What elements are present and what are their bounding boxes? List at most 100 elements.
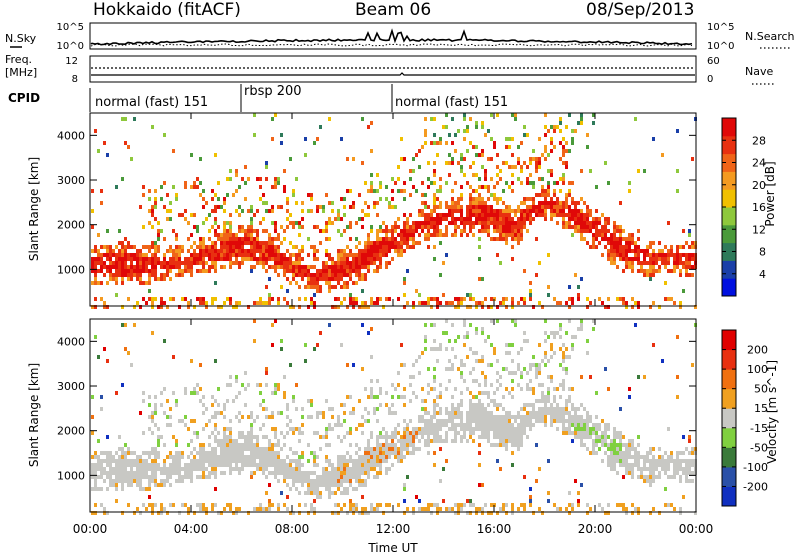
power-echo-cell [424, 217, 427, 221]
power-echo-cell [205, 305, 208, 309]
velocity-echo-cell [451, 347, 454, 351]
velocity-echo-cell [565, 347, 568, 351]
power-echo-cell [100, 265, 103, 269]
velocity-echo-cell [346, 471, 349, 475]
velocity-echo-cell [118, 479, 121, 483]
velocity-echo-cell [532, 511, 535, 515]
velocity-echo-cell [409, 443, 412, 447]
velocity-echo-cell [178, 511, 181, 515]
power-echo-cell [457, 305, 460, 309]
power-echo-cell [586, 305, 589, 309]
power-echo-cell [496, 165, 499, 169]
power-echo-cell [313, 225, 316, 229]
velocity-echo-cell [139, 479, 142, 483]
power-echo-cell [649, 257, 652, 261]
velocity-echo-cell [580, 319, 583, 323]
velocity-echo-cell [619, 503, 622, 507]
velocity-echo-cell [559, 411, 562, 415]
velocity-echo-cell [139, 511, 142, 515]
colorbar-tick-label: 4 [759, 268, 766, 281]
velocity-echo-cell [463, 335, 466, 339]
velocity-echo-cell [265, 367, 268, 371]
power-echo-cell [349, 249, 352, 253]
power-echo-cell [373, 269, 376, 273]
velocity-echo-cell [592, 423, 595, 427]
velocity-echo-cell [661, 459, 664, 463]
power-echo-cell [601, 233, 604, 237]
power-echo-cell [475, 125, 478, 129]
velocity-echo-cell [229, 451, 232, 455]
power-echo-cell [355, 269, 358, 273]
power-echo-cell [625, 241, 628, 245]
velocity-echo-cell [508, 431, 511, 435]
power-echo-cell [100, 269, 103, 273]
power-echo-cell [508, 165, 511, 169]
power-echo-cell [421, 225, 424, 229]
power-echo-cell [184, 181, 187, 185]
velocity-echo-cell [412, 511, 415, 515]
power-echo-cell [124, 237, 127, 241]
velocity-echo-cell [307, 491, 310, 495]
velocity-echo-cell [193, 455, 196, 459]
colorbar-tick-label: 200 [747, 344, 768, 357]
power-echo-cell [685, 241, 688, 245]
power-echo-cell [190, 245, 193, 249]
velocity-echo-cell [394, 427, 397, 431]
velocity-echo-cell [673, 471, 676, 475]
velocity-echo-cell [367, 467, 370, 471]
velocity-echo-cell [199, 455, 202, 459]
power-echo-cell [592, 225, 595, 229]
velocity-echo-cell [100, 471, 103, 475]
velocity-echo-cell [232, 459, 235, 463]
power-echo-cell [400, 229, 403, 233]
velocity-echo-cell [574, 423, 577, 427]
power-echo-cell [403, 189, 406, 193]
power-echo-cell [466, 149, 469, 153]
power-echo-cell [295, 281, 298, 285]
power-echo-cell [358, 253, 361, 257]
velocity-echo-cell [397, 451, 400, 455]
velocity-echo-cell [316, 475, 319, 479]
power-echo-cell [247, 209, 250, 213]
power-echo-cell [541, 193, 544, 197]
power-echo-cell [526, 217, 529, 221]
power-echo-cell [562, 149, 565, 153]
power-echo-cell [400, 253, 403, 257]
power-echo-cell [427, 213, 430, 217]
velocity-echo-cell [436, 507, 439, 511]
power-echo-cell [286, 301, 289, 305]
velocity-echo-cell [499, 419, 502, 423]
velocity-echo-cell [433, 411, 436, 415]
velocity-echo-cell [109, 463, 112, 467]
velocity-echo-cell [199, 387, 202, 391]
velocity-echo-cell [223, 427, 226, 431]
power-echo-cell [154, 277, 157, 281]
power-echo-cell [451, 233, 454, 237]
power-echo-cell [226, 257, 229, 261]
power-echo-cell [580, 209, 583, 213]
noise-left-tick-top: 10^5 [57, 22, 84, 33]
power-echo-cell [229, 221, 232, 225]
colorbar-swatch [722, 260, 736, 279]
velocity-echo-cell [478, 451, 481, 455]
velocity-echo-cell [337, 455, 340, 459]
velocity-echo-cell [544, 319, 547, 323]
velocity-echo-cell [403, 447, 406, 451]
velocity-echo-cell [379, 459, 382, 463]
power-echo-cell [610, 237, 613, 241]
power-echo-cell [664, 297, 667, 301]
velocity-echo-cell [541, 407, 544, 411]
velocity-echo-cell [433, 423, 436, 427]
power-echo-cell [400, 249, 403, 253]
power-echo-cell [604, 217, 607, 221]
velocity-echo-cell [568, 355, 571, 359]
velocity-echo-cell [490, 419, 493, 423]
velocity-echo-cell [526, 419, 529, 423]
velocity-echo-cell [463, 435, 466, 439]
velocity-echo-cell [283, 475, 286, 479]
power-echo-cell [307, 305, 310, 309]
power-echo-cell [94, 281, 97, 285]
velocity-echo-cell [676, 451, 679, 455]
colorbar-swatch [722, 224, 736, 244]
velocity-echo-cell [574, 479, 577, 483]
